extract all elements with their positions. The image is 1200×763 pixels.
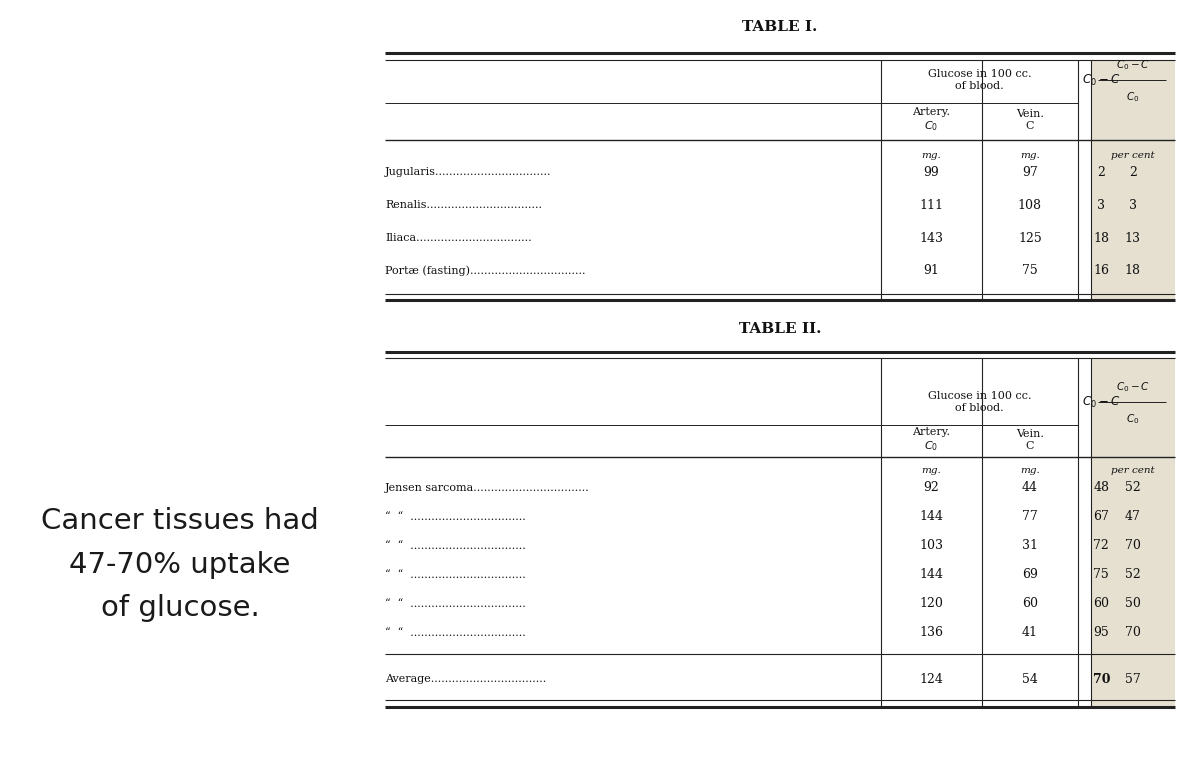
Text: Artery.
$C_0$: Artery. $C_0$	[912, 427, 950, 453]
Text: 60: 60	[1022, 597, 1038, 610]
Text: 120: 120	[919, 597, 943, 610]
Text: 70: 70	[1124, 539, 1141, 552]
Text: 99: 99	[923, 166, 940, 179]
Text: “  “  .................................: “ “ .................................	[385, 569, 526, 580]
Text: 70: 70	[1124, 626, 1141, 639]
Text: Vein.
C: Vein. C	[1016, 109, 1044, 130]
Text: 18: 18	[1124, 264, 1141, 278]
Bar	[1091, 60, 1175, 300]
Text: 136: 136	[919, 626, 943, 639]
Text: 67: 67	[1093, 510, 1109, 523]
Text: 48: 48	[1093, 481, 1109, 494]
Text: 52: 52	[1124, 481, 1141, 494]
Text: 41: 41	[1022, 626, 1038, 639]
Text: “  “  .................................: “ “ .................................	[385, 627, 526, 638]
Text: mg.: mg.	[1020, 466, 1039, 475]
Text: 54: 54	[1022, 672, 1038, 686]
Text: mg.: mg.	[922, 151, 941, 160]
Text: 77: 77	[1022, 510, 1038, 523]
Text: Glucose in 100 cc.
of blood.: Glucose in 100 cc. of blood.	[928, 69, 1031, 91]
Text: 13: 13	[1124, 231, 1141, 245]
Text: 111: 111	[919, 198, 943, 212]
Text: 75: 75	[1022, 264, 1038, 278]
Text: 72: 72	[1093, 539, 1109, 552]
Text: 47: 47	[1124, 510, 1141, 523]
Text: TABLE I.: TABLE I.	[743, 20, 817, 34]
Text: mg.: mg.	[922, 466, 941, 475]
Text: 103: 103	[919, 539, 943, 552]
Text: 44: 44	[1022, 481, 1038, 494]
Text: Glucose in 100 cc.
of blood.: Glucose in 100 cc. of blood.	[928, 391, 1031, 413]
Bar	[1091, 358, 1175, 707]
Text: Renalis.................................: Renalis.................................	[385, 200, 542, 211]
Text: “  “  .................................: “ “ .................................	[385, 598, 526, 609]
Text: “  “  .................................: “ “ .................................	[385, 540, 526, 551]
Text: 57: 57	[1124, 672, 1141, 686]
Text: $C_0$: $C_0$	[1126, 412, 1140, 426]
Text: Artery.
$C_0$: Artery. $C_0$	[912, 107, 950, 133]
Text: 18: 18	[1093, 231, 1109, 245]
Text: “  “  .................................: “ “ .................................	[385, 511, 526, 522]
Text: 124: 124	[919, 672, 943, 686]
Text: 60: 60	[1093, 597, 1109, 610]
Text: mg.: mg.	[1020, 151, 1039, 160]
Text: per cent: per cent	[1111, 466, 1154, 475]
Text: 95: 95	[1093, 626, 1109, 639]
Text: 52: 52	[1124, 568, 1141, 581]
Text: 91: 91	[923, 264, 940, 278]
Text: Average.................................: Average.................................	[385, 674, 546, 684]
Text: 70: 70	[1092, 672, 1110, 686]
Text: Iliaca.................................: Iliaca.................................	[385, 233, 532, 243]
Text: Portæ (fasting).................................: Portæ (fasting).........................…	[385, 266, 586, 276]
Text: 108: 108	[1018, 198, 1042, 212]
Text: 2: 2	[1097, 166, 1105, 179]
Text: 16: 16	[1093, 264, 1109, 278]
Text: per cent: per cent	[1111, 151, 1154, 160]
Text: $C_0 - C$: $C_0 - C$	[1116, 58, 1150, 72]
Text: 2: 2	[1129, 166, 1136, 179]
Text: $C_0 - C$: $C_0 - C$	[1082, 394, 1121, 410]
Text: 3: 3	[1097, 198, 1105, 212]
Text: TABLE II.: TABLE II.	[739, 322, 821, 336]
Text: 31: 31	[1022, 539, 1038, 552]
Text: 144: 144	[919, 510, 943, 523]
Text: $C_0 - C$: $C_0 - C$	[1082, 72, 1121, 88]
Text: 50: 50	[1124, 597, 1141, 610]
Text: 75: 75	[1093, 568, 1109, 581]
Text: 69: 69	[1022, 568, 1038, 581]
Text: Jensen sarcoma.................................: Jensen sarcoma..........................…	[385, 482, 590, 493]
Text: 3: 3	[1129, 198, 1136, 212]
Text: 143: 143	[919, 231, 943, 245]
Text: Normal tissues had
2-18% uptake
of glucose.: Normal tissues had 2-18% uptake of gluco…	[40, 141, 320, 256]
Text: 144: 144	[919, 568, 943, 581]
Text: 125: 125	[1018, 231, 1042, 245]
Text: 92: 92	[923, 481, 940, 494]
Text: Cancer tissues had
47-70% uptake
of glucose.: Cancer tissues had 47-70% uptake of gluc…	[41, 507, 319, 622]
Text: Jugularis.................................: Jugularis...............................…	[385, 167, 552, 178]
Text: $C_0$: $C_0$	[1126, 90, 1140, 104]
Text: Vein.
C: Vein. C	[1016, 430, 1044, 451]
Text: 97: 97	[1022, 166, 1038, 179]
Text: $C_0 - C$: $C_0 - C$	[1116, 380, 1150, 394]
